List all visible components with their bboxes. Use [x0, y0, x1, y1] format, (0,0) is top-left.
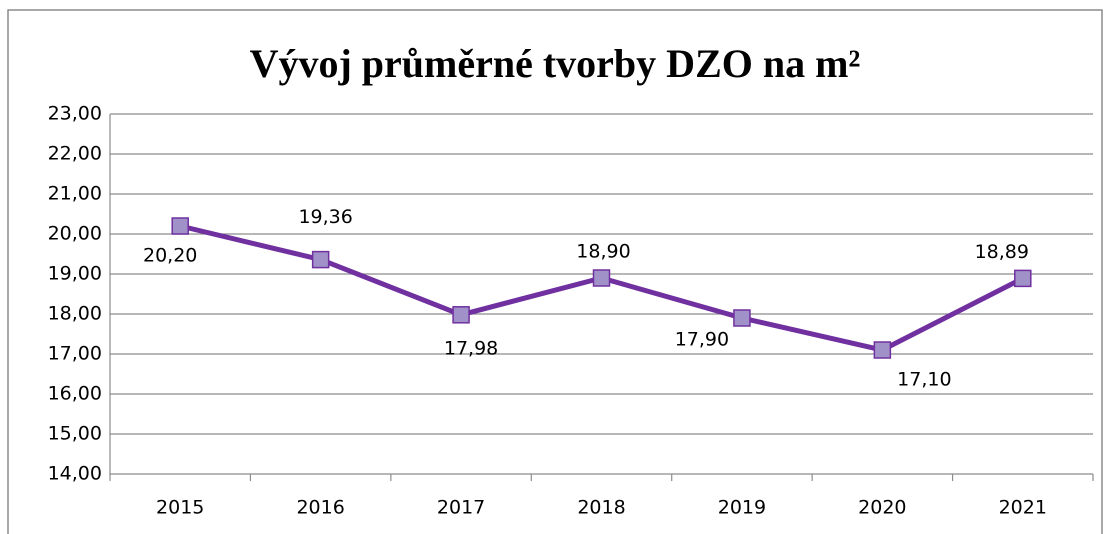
marker — [1014, 269, 1032, 288]
y-tick-label: 17,00 — [48, 343, 102, 365]
marker — [733, 309, 751, 327]
x-tick-label: 2015 — [156, 497, 204, 519]
x-tick-label: 2021 — [999, 497, 1047, 519]
y-tick-label: 20,00 — [48, 223, 102, 245]
x-tick-label: 2017 — [437, 497, 485, 519]
x-tick-label: 2020 — [858, 497, 906, 519]
x-tick-label: 2016 — [296, 497, 344, 519]
y-tick-label: 21,00 — [48, 183, 102, 205]
data-label: 19,36 — [298, 206, 352, 228]
marker — [311, 250, 330, 269]
data-label: 18,90 — [576, 241, 630, 263]
x-tick-label: 2019 — [718, 497, 766, 519]
marker — [171, 217, 189, 235]
chart-border — [7, 9, 1103, 534]
y-tick-label: 14,00 — [48, 463, 102, 485]
y-tick-label: 16,00 — [48, 383, 102, 405]
data-label: 17,90 — [675, 329, 729, 351]
y-tick-label: 22,00 — [48, 143, 102, 165]
marker — [873, 341, 892, 359]
chart-title: Vývoj průměrné tvorby DZO na m² — [250, 41, 861, 86]
marker — [592, 269, 611, 287]
x-tick-label: 2018 — [577, 497, 625, 519]
marker — [452, 306, 470, 324]
y-tick-label: 19,00 — [48, 263, 102, 285]
y-tick-label: 18,00 — [48, 303, 102, 325]
data-label: 17,10 — [897, 369, 951, 391]
data-label: 18,89 — [975, 241, 1029, 263]
data-label: 20,20 — [143, 245, 197, 267]
y-tick-label: 15,00 — [48, 423, 102, 445]
data-label: 17,98 — [444, 337, 498, 359]
y-tick-label: 23,00 — [48, 103, 102, 125]
